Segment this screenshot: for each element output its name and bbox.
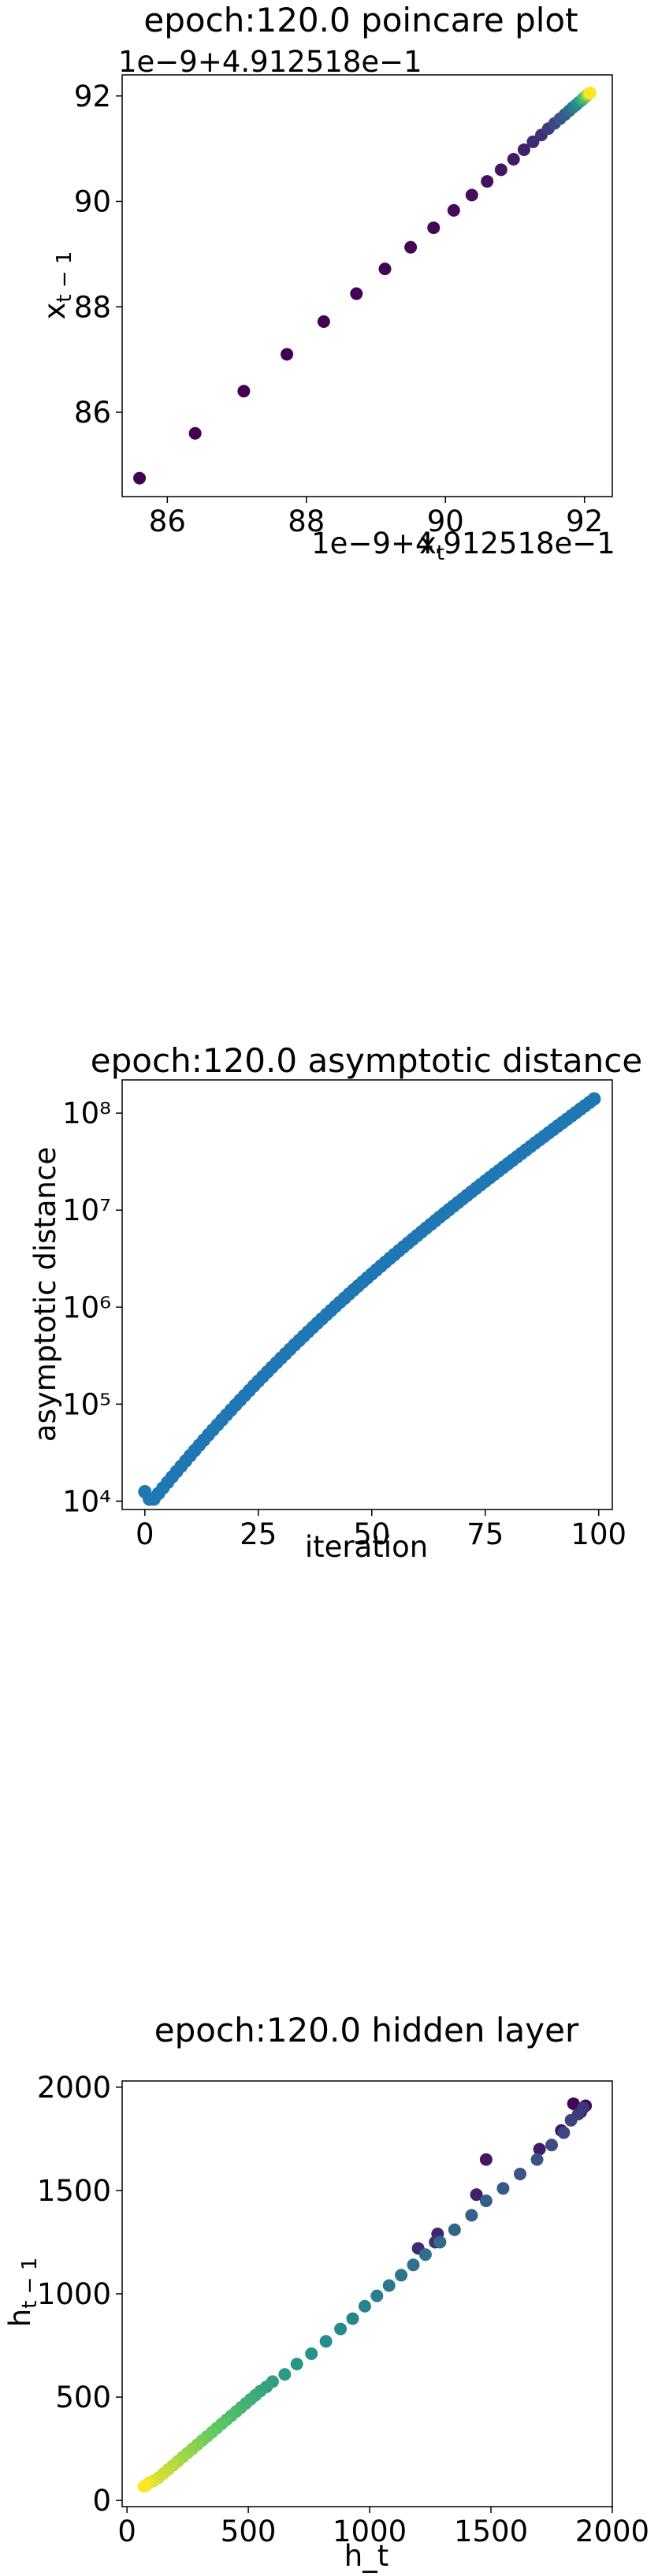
data-point: [479, 2194, 493, 2208]
data-point: [557, 2126, 571, 2139]
data-point: [407, 2258, 420, 2272]
y-tick-label: 1000: [37, 2277, 111, 2311]
data-point: [567, 2097, 580, 2110]
y-ticks: 0 500 1000 1500 2000: [37, 2071, 122, 2518]
x-tick-label: 0: [117, 2515, 136, 2548]
x-axis-label: h_t: [344, 2539, 388, 2573]
x-tick-label: 1000: [333, 2515, 407, 2548]
data-point: [447, 203, 460, 217]
x-ticks: 0 25 50 75 100: [136, 1509, 626, 1551]
data-point: [370, 2289, 384, 2302]
data-point: [237, 385, 251, 398]
y-tick-label: 10⁴: [62, 1484, 111, 1518]
y-axis-label: asymptotic distance: [28, 1147, 62, 1442]
data-point: [433, 2235, 447, 2249]
data-point: [465, 2209, 478, 2222]
data-point: [507, 153, 520, 166]
chart-poincare: epoch:120.0 poincare plot 1e−9+4.912518e…: [38, 1, 615, 565]
data-point: [526, 135, 540, 148]
data-point: [418, 2248, 432, 2261]
y-tick-label: 90: [74, 185, 111, 219]
data-point: [465, 188, 478, 202]
y-tick-label: 10⁷: [62, 1193, 111, 1227]
x-tick-label: 75: [467, 1517, 504, 1551]
data-point: [133, 471, 147, 485]
y-tick-label: 88: [74, 290, 111, 324]
x-ticks: 86 88 90 92: [149, 497, 603, 538]
data-point: [382, 2279, 396, 2292]
x-tick-label: 86: [149, 504, 186, 538]
x-tick-label: 88: [288, 504, 325, 538]
data-point: [334, 2322, 348, 2336]
x-tick-label: 50: [353, 1517, 390, 1551]
x-tick-label: 2000: [575, 2515, 649, 2548]
data-point: [358, 2299, 371, 2313]
x-ticks: 0 500 1000 1500 2000: [117, 2507, 649, 2548]
plot-frame: [121, 1079, 613, 1510]
y-tick-label: 1500: [37, 2174, 111, 2208]
data-point: [564, 2113, 578, 2127]
data-points: [137, 2097, 593, 2493]
data-points: [138, 1092, 601, 1506]
data-points: [133, 86, 597, 485]
x-tick-label: 0: [136, 1517, 154, 1551]
chart-title: epoch:120.0 poincare plot: [143, 1, 578, 39]
chart-title: epoch:120.0 asymptotic distance: [91, 1041, 642, 1080]
data-point: [494, 163, 507, 177]
data-point: [517, 143, 530, 156]
y-tick-label: 2000: [37, 2071, 111, 2105]
y-ticks: 10⁴ 10⁵ 10⁶ 10⁷ 10⁸: [62, 1096, 122, 1518]
plot-frame: [121, 74, 613, 497]
y-tick-label: 0: [92, 2484, 111, 2518]
x-tick-label: 90: [427, 504, 464, 538]
data-point: [305, 2347, 318, 2361]
x-axis-label: iteration: [305, 1530, 428, 1564]
x-tick-label: 1500: [454, 2515, 528, 2548]
x-tick-label: 92: [566, 504, 603, 538]
data-point: [395, 2269, 408, 2282]
data-point: [278, 2368, 292, 2381]
data-point: [470, 2188, 483, 2202]
data-point: [545, 2139, 559, 2152]
data-point: [378, 262, 392, 276]
y-offset-text: 1e−9+4.912518e−1: [118, 45, 422, 79]
x-tick-label: 100: [571, 1517, 626, 1551]
data-point: [496, 2182, 510, 2195]
data-point: [404, 240, 418, 254]
y-tick-label: 10⁶: [62, 1290, 111, 1324]
data-point: [530, 2153, 544, 2166]
y-ticks: 86 88 90 92: [74, 80, 122, 430]
y-tick-label: 86: [74, 396, 111, 430]
data-point: [317, 315, 330, 328]
y-tick-label: 500: [55, 2381, 111, 2414]
chart-hidden-layer: epoch:120.0 hidden layer 0 500 1000 1500 200…: [3, 2011, 649, 2573]
data-point: [350, 287, 363, 300]
y-axis-label: xt − 1: [38, 251, 76, 320]
x-tick-label: 500: [221, 2515, 277, 2548]
x-tick-label: 25: [240, 1517, 277, 1551]
y-tick-label: 92: [74, 80, 111, 114]
data-point: [137, 2480, 151, 2493]
data-point: [479, 2153, 493, 2166]
data-point: [583, 86, 597, 99]
y-tick-label: 10⁸: [62, 1096, 111, 1130]
data-point: [533, 2142, 546, 2156]
x-offset-text: 1e−9+4.912518e−1: [311, 527, 615, 560]
data-point: [513, 2167, 526, 2180]
y-axis-label: ht − 1: [3, 2258, 42, 2328]
data-point: [281, 348, 294, 361]
data-point: [448, 2223, 461, 2236]
chart-asymptotic-distance: epoch:120.0 asymptotic distance 0 25 50 75 1…: [28, 1041, 642, 1564]
data-point: [481, 175, 494, 188]
data-point: [319, 2335, 333, 2348]
data-point: [188, 426, 202, 440]
y-tick-label: 10⁵: [62, 1387, 111, 1421]
data-point: [427, 221, 441, 234]
chart-title: epoch:120.0 hidden layer: [154, 2011, 579, 2049]
data-point: [346, 2312, 359, 2325]
data-point: [587, 1092, 601, 1106]
data-point: [290, 2358, 303, 2371]
